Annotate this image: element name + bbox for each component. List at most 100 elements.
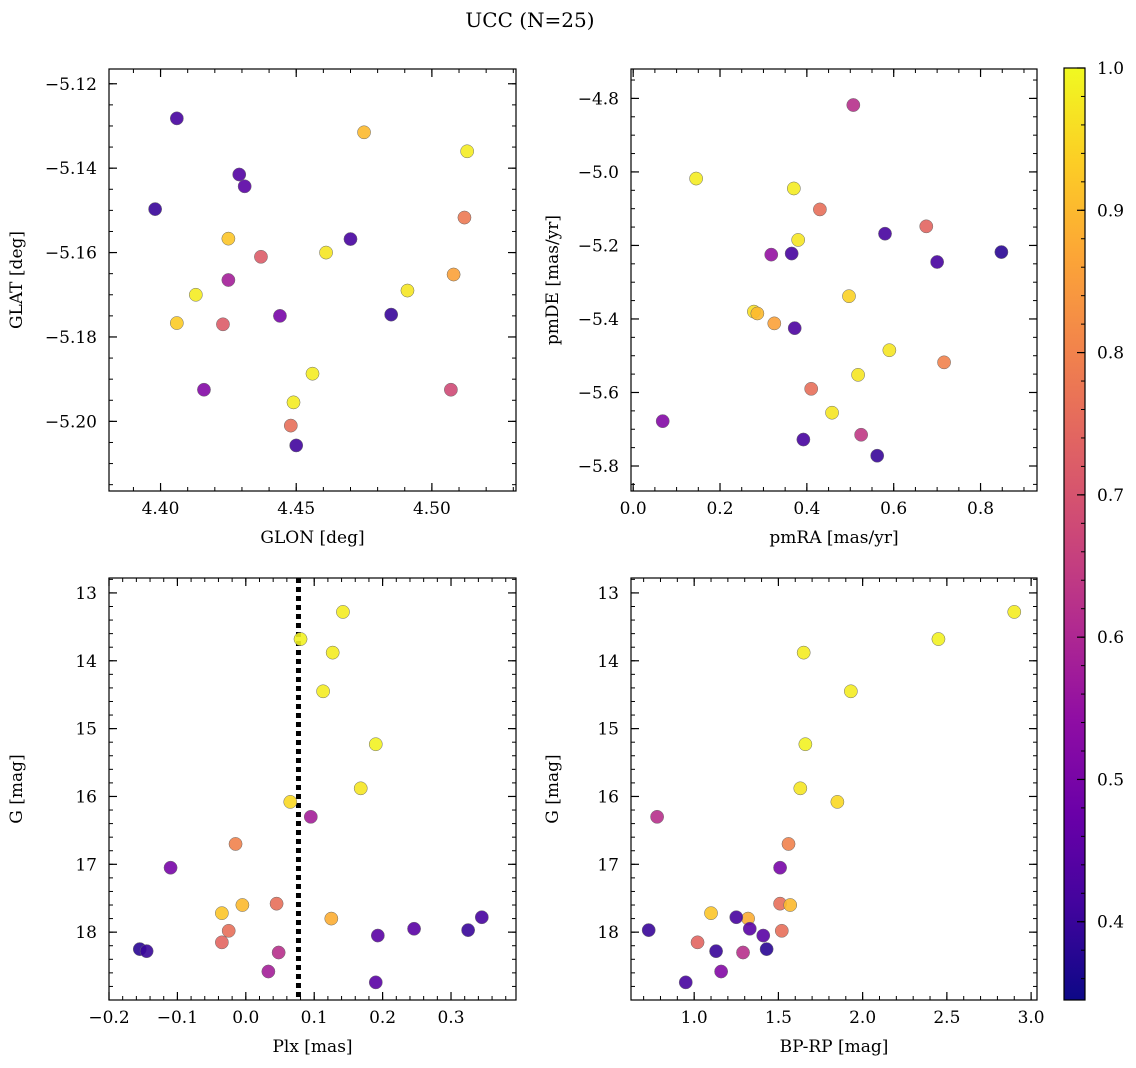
colorbar: 0.4 0.5 0.6 0.7 0.8 0.9 1.0 [1063,59,1124,1001]
colorbar-gradient [1064,68,1085,1000]
panel-bprp-g: 1.0 1.5 2.0 2.5 3.0 13 14 15 16 17 18 BP-RP [mag] G … [543,577,1045,1057]
data-point [216,317,230,332]
y-axis-label: pmDE [mas/yr] [543,215,563,345]
y-tick-label: 16 [597,787,619,807]
y-tick-label: 13 [597,584,619,604]
x-tick-label: −0.2 [88,1008,129,1028]
data-point [169,316,184,330]
data-point [796,432,811,447]
data-point [813,202,827,217]
x-tick-label: 4.45 [277,499,315,519]
scatter-points [148,111,475,453]
x-tick-label: 2.0 [849,1008,876,1028]
x-tick-label: −0.1 [157,1008,198,1028]
axes-frame [108,577,517,1001]
data-point [303,809,318,824]
x-tick-label: 1.5 [765,1008,792,1028]
data-point [343,232,358,246]
scatter-points [655,98,1009,463]
data-point [854,427,868,442]
y-tick-label: 17 [75,855,97,875]
x-axis-label: Plx [mas] [272,1037,352,1057]
data-point [446,267,461,282]
y-tick-label: −5.0 [578,163,619,183]
y-tick-label: −5.14 [45,159,97,179]
x-tick-label: 0.2 [369,1008,396,1028]
y-tick-label: −5.12 [45,75,97,95]
y-tick-label: 15 [75,720,97,740]
data-point [931,632,946,646]
data-point [773,860,787,875]
data-point [319,245,333,260]
y-tick-label: −4.8 [578,89,619,109]
data-point [783,898,798,912]
data-point [357,125,371,140]
data-point [786,181,801,196]
data-point [269,896,284,911]
data-point [641,923,656,937]
axes-frame [630,68,1038,492]
major-ticks [109,69,516,491]
data-point [232,167,247,182]
data-point [756,928,771,943]
x-tick-label: 2.5 [933,1008,960,1028]
data-point [400,283,415,298]
data-point [774,923,789,938]
x-tick-label: 1.0 [681,1008,708,1028]
colorbar-tick-label: 0.7 [1097,486,1124,506]
data-point [368,975,383,990]
figure-title: UCC (N=25) [465,8,594,32]
major-ticks [631,578,1037,1000]
data-point [444,382,458,397]
x-tick-label: 3.0 [1018,1008,1045,1028]
data-point [930,255,944,269]
x-tick-label: 0.8 [967,499,994,519]
y-tick-label: 14 [75,652,97,672]
colorbar-tick-label: 0.4 [1097,913,1124,933]
data-point [796,645,811,660]
scatter-points [132,605,489,990]
x-tick-label: 0.0 [620,499,647,519]
data-point [457,210,472,225]
y-tick-label: −5.20 [45,412,97,432]
data-point [148,202,162,216]
data-point [1007,605,1022,619]
data-point [169,111,184,126]
colorbar-tick-label: 0.5 [1097,770,1124,790]
y-tick-label: 18 [75,923,97,943]
data-point [787,321,802,336]
data-point [793,781,808,796]
y-tick-label: 16 [75,787,97,807]
axes-frame [108,68,517,492]
data-point [750,306,765,321]
data-point [221,923,236,938]
data-point [293,632,308,646]
data-point [221,273,236,287]
y-tick-label: −5.16 [45,244,97,264]
data-point [305,366,320,381]
data-point [254,249,268,264]
colorbar-frame [1063,67,1086,1001]
data-point [798,737,813,752]
data-point [188,287,203,302]
data-point [704,906,718,921]
data-point [316,684,330,699]
x-tick-label: 0.3 [437,1008,464,1028]
colorbar-tick-label: 0.8 [1097,344,1124,364]
panel-plx-g: −0.2 −0.1 0.0 0.1 0.2 0.3 13 14 15 16 17 18 Plx [mas… [7,577,517,1057]
data-point [870,448,885,463]
x-tick-label: 0.2 [706,499,733,519]
x-axis-label: pmRA [mas/yr] [769,528,898,548]
data-point [228,837,243,851]
major-ticks [631,69,1037,491]
x-axis-label: GLON [deg] [260,528,364,548]
data-point [283,418,298,433]
panel-pmra-pmde: 0.0 0.2 0.4 0.6 0.8 −5.8 −5.6 −5.4 −5.2 −5.0 −4.8 p… [543,68,1038,548]
x-tick-label: 4.50 [413,499,451,519]
data-point [689,171,703,186]
data-point [215,906,229,921]
y-axis-label: G [mag] [543,754,563,823]
data-point [784,246,799,261]
data-point [221,231,236,246]
y-tick-label: −5.18 [45,328,97,348]
